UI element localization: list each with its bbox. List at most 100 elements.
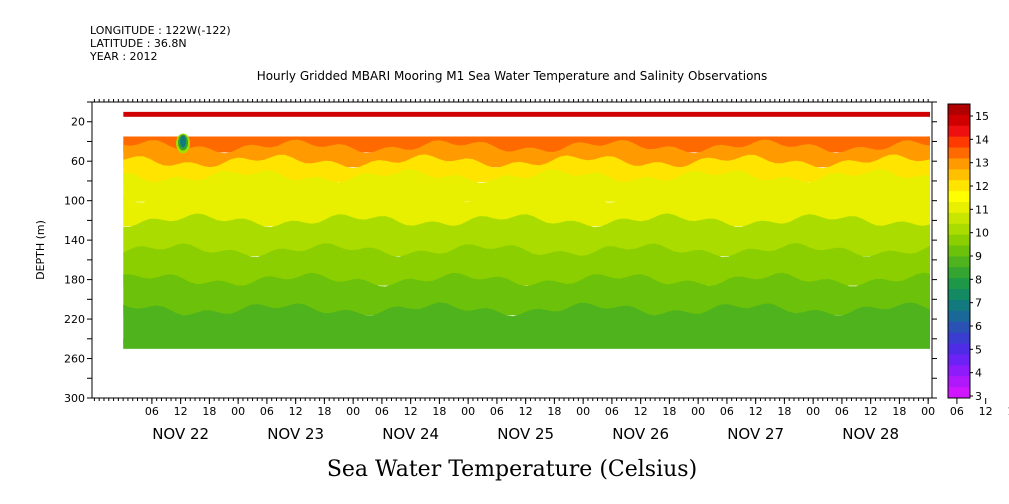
temperature-field <box>123 111 931 349</box>
x-tick-label: 12 <box>289 405 303 418</box>
year-label: YEAR : 2012 <box>89 50 158 63</box>
x-tick-label: 06 <box>835 405 849 418</box>
x-tick-label: 18 <box>317 405 331 418</box>
x-tick-label: 18 <box>777 405 791 418</box>
colorbar-swatch <box>948 278 970 290</box>
colorbar-swatch <box>948 169 970 181</box>
colorbar-swatch <box>948 147 970 159</box>
x-tick-label: 18 <box>547 405 561 418</box>
colorbar-swatch <box>948 125 970 138</box>
y-tick-label: 100 <box>64 195 85 208</box>
colorbar-label: 10 <box>975 227 989 240</box>
y-tick-label: 60 <box>71 155 85 168</box>
colorbar-swatch <box>948 104 970 116</box>
colorbar-swatch <box>948 267 970 279</box>
y-axis: 20 60 100 140 180 220 260 300 <box>64 101 937 405</box>
colorbar-label: 7 <box>975 297 982 310</box>
x-tick-label: 12 <box>634 405 648 418</box>
x-tick-label: 18 <box>892 405 906 418</box>
colorbar-swatch <box>948 300 970 312</box>
x-tick-label: 00 <box>691 405 705 418</box>
x-day-label: NOV 28 <box>842 425 899 443</box>
colorbar-swatch <box>948 354 970 366</box>
colorbar-frame <box>947 103 971 399</box>
temperature-band <box>123 139 931 168</box>
variable-label: Sea Water Temperature (Celsius) <box>327 457 697 482</box>
longitude-label: LONGITUDE : 122W(-122) <box>90 24 231 37</box>
x-tick-label: 12 <box>174 405 188 418</box>
x-tick-label: 06 <box>720 405 734 418</box>
colorbar-swatch <box>948 191 970 203</box>
x-tick-label: 00 <box>921 405 935 418</box>
temperature-band <box>123 243 931 286</box>
deep-band <box>123 338 930 349</box>
x-tick-label: 12 <box>519 405 533 418</box>
colorbar-label: 15 <box>975 110 989 123</box>
x-tick-label: 00 <box>231 405 245 418</box>
x-day-label: NOV 25 <box>497 425 554 443</box>
colorbar-swatch <box>948 365 970 377</box>
colorbar-swatch <box>948 158 970 170</box>
x-day-label: NOV 23 <box>267 425 324 443</box>
x-tick-label: 18 <box>662 405 676 418</box>
x-tick-label: 12 <box>749 405 763 418</box>
y-axis-label: DEPTH (m) <box>34 220 47 280</box>
y-tick-label: 20 <box>71 116 85 129</box>
colorbar-swatch <box>948 343 970 355</box>
x-day-label: NOV 24 <box>382 425 439 443</box>
colorbar-swatch <box>948 202 970 214</box>
x-day-label: NOV 27 <box>727 425 784 443</box>
y-tick-label: 300 <box>64 392 85 405</box>
y-tick-label: 180 <box>64 274 85 287</box>
y-tick-label: 220 <box>64 313 85 326</box>
colorbar-swatch <box>948 136 970 149</box>
x-tick-label: 18 <box>1007 405 1009 418</box>
x-tick-label: 06 <box>260 405 274 418</box>
colorbar-label: 9 <box>975 250 982 263</box>
x-tick-label: 00 <box>806 405 820 418</box>
colorbar-swatch <box>948 114 970 127</box>
x-axis: 06 12 18 00 06 12 18 00 06 12 18 00 06 12 18 00 06 12 18 00… <box>93 99 1009 443</box>
latitude-label: LATITUDE : 36.8N <box>90 37 187 50</box>
y-tick-label: 260 <box>64 353 85 366</box>
x-tick-label: 06 <box>490 405 504 418</box>
x-tick-label: 00 <box>346 405 360 418</box>
plot-frame <box>91 101 933 399</box>
colorbar-label: 11 <box>975 203 989 216</box>
colorbar-label: 12 <box>975 180 989 193</box>
colorbar-label: 14 <box>975 133 989 146</box>
temperature-band <box>123 302 931 345</box>
colorbar-swatch <box>948 387 970 399</box>
x-tick-label: 12 <box>979 405 993 418</box>
anomaly-core <box>180 135 187 148</box>
colorbar-swatch <box>948 245 970 257</box>
colorbar-label: 13 <box>975 157 989 170</box>
x-tick-label: 06 <box>950 405 964 418</box>
x-tick-label: 12 <box>404 405 418 418</box>
temperature-band <box>123 188 931 227</box>
colorbar-swatch <box>948 289 970 301</box>
colorbar-label: 3 <box>975 390 982 403</box>
x-tick-label: 18 <box>202 405 216 418</box>
x-tick-label: 06 <box>605 405 619 418</box>
x-tick-label: 12 <box>864 405 878 418</box>
colorbar-swatch <box>948 332 970 345</box>
colorbar-swatch <box>948 376 970 388</box>
colorbar-swatch <box>948 310 970 323</box>
colorbar-swatch <box>948 256 970 268</box>
x-day-label: NOV 22 <box>152 425 209 443</box>
colorbar-label: 4 <box>975 367 982 380</box>
y-tick-label: 140 <box>64 234 85 247</box>
colorbar: 15 14 13 12 11 10 9 8 7 6 5 4 3 <box>947 103 989 403</box>
x-tick-label: 18 <box>432 405 446 418</box>
colorbar-swatch <box>948 223 970 236</box>
x-tick-label: 00 <box>461 405 475 418</box>
colorbar-label: 6 <box>975 320 982 333</box>
x-tick-label: 00 <box>576 405 590 418</box>
colorbar-swatch <box>948 234 970 247</box>
chart-title: Hourly Gridded MBARI Mooring M1 Sea Wate… <box>257 69 768 83</box>
colorbar-swatch <box>948 321 970 334</box>
colorbar-label: 8 <box>975 273 982 286</box>
x-tick-label: 06 <box>145 405 159 418</box>
